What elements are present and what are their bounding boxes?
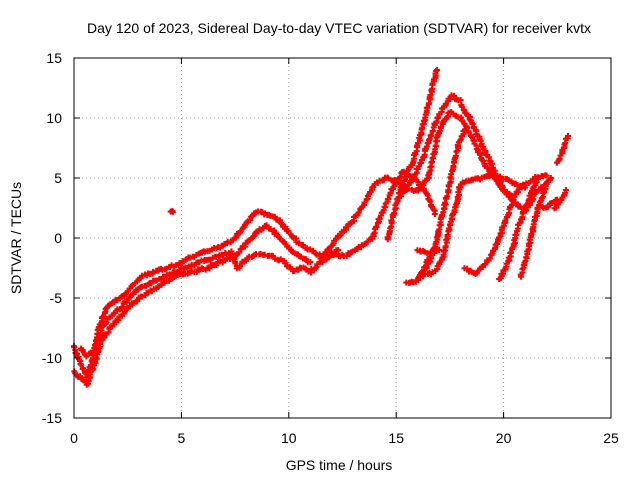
data-point: [373, 223, 380, 230]
grid: [74, 58, 611, 418]
data-point: [77, 373, 84, 380]
x-tick-label: 0: [70, 430, 78, 446]
data-point: [376, 215, 383, 222]
x-tick-label: 5: [178, 430, 186, 446]
data-point: [119, 303, 126, 310]
data-point: [100, 313, 107, 320]
chart-title: Day 120 of 2023, Sidereal Day-to-day VTE…: [87, 20, 591, 36]
data-point: [497, 178, 504, 185]
data-point: [562, 187, 569, 193]
data-point: [167, 208, 174, 215]
data-point: [285, 228, 292, 235]
data-point: [486, 255, 493, 262]
data-point: [434, 67, 441, 73]
data-point: [461, 127, 468, 133]
data-point: [77, 361, 84, 368]
data-point: [502, 217, 509, 224]
data-point: [445, 225, 452, 232]
x-tick-label: 15: [388, 430, 404, 446]
data-point: [534, 175, 541, 181]
axis-ticks: [73, 57, 612, 419]
data-point: [442, 243, 449, 250]
data-point: [457, 97, 464, 103]
data-point: [459, 117, 466, 124]
data-point: [508, 249, 515, 256]
data-point: [389, 185, 396, 192]
data-point: [385, 175, 392, 182]
data-point: [556, 155, 563, 162]
data-point: [263, 222, 270, 229]
data-point: [111, 321, 118, 328]
data-point: [553, 204, 560, 211]
data-point: [543, 172, 550, 179]
y-tick-label: -15: [42, 410, 62, 426]
data-point: [206, 265, 213, 272]
data-point: [427, 132, 434, 139]
data-point: [307, 259, 314, 265]
data-point: [492, 170, 499, 177]
y-tick-label: -5: [50, 290, 63, 306]
data-point: [115, 317, 122, 324]
x-tick-label: 25: [603, 430, 619, 446]
data-point: [544, 204, 551, 211]
data-point: [335, 247, 342, 253]
data-point: [123, 299, 130, 306]
data-point: [482, 260, 489, 267]
data-point: [469, 134, 476, 141]
data-point: [431, 211, 438, 217]
data-point: [431, 249, 438, 256]
data-point: [236, 249, 243, 256]
data-point: [424, 104, 431, 111]
data-point: [477, 151, 484, 158]
y-tick-labels: -15 -10 -5 0 5 10 15: [42, 50, 62, 426]
y-tick-label: 5: [54, 170, 62, 186]
data-point: [361, 199, 368, 206]
data-point: [415, 163, 422, 170]
y-tick-label: 15: [46, 50, 62, 66]
x-tick-label: 10: [281, 430, 297, 446]
data-point: [355, 209, 362, 216]
data-point: [388, 217, 395, 224]
data-point: [533, 179, 540, 186]
data-point: [139, 293, 146, 300]
data-point: [523, 254, 530, 261]
data-point: [282, 260, 289, 267]
data-point: [127, 303, 134, 310]
data-point: [435, 114, 442, 121]
data-point: [469, 120, 476, 127]
data-point: [384, 196, 391, 203]
data-point: [547, 175, 554, 181]
y-tick-label: 10: [46, 110, 62, 126]
data-point: [391, 210, 398, 217]
y-axis-label: SDTVAR / TECUs: [8, 182, 24, 294]
x-axis-label: GPS time / hours: [286, 457, 393, 473]
data-point: [79, 347, 86, 354]
data-point: [448, 171, 455, 178]
data-point: [565, 133, 572, 139]
x-tick-labels: 0 5 10 15 20 25: [70, 430, 619, 446]
data-point: [261, 251, 268, 258]
data-point: [134, 298, 141, 305]
data-point: [458, 103, 465, 110]
data-point: [484, 164, 491, 171]
y-tick-label: 0: [54, 230, 62, 246]
data-point: [150, 268, 157, 275]
y-tick-label: -10: [42, 350, 62, 366]
data-points: [70, 67, 572, 388]
x-tick-label: 20: [496, 430, 512, 446]
data-point: [424, 140, 431, 147]
